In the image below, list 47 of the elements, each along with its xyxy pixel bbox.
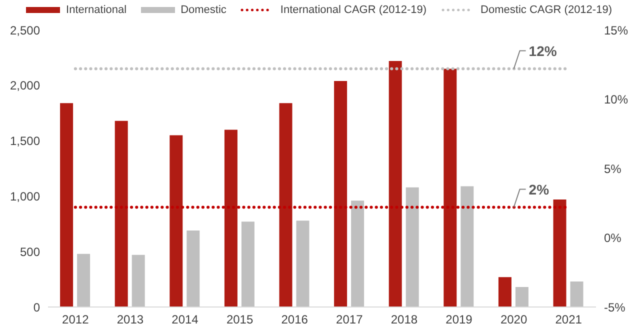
x-tick-label: 2018	[390, 312, 418, 327]
y2-tick-label: 5%	[604, 162, 622, 176]
bar	[406, 187, 419, 307]
bar	[170, 135, 183, 307]
annotation: 2%	[528, 181, 550, 198]
x-tick-label: 2014	[172, 312, 199, 327]
legend-label: Domestic	[180, 4, 226, 16]
bar	[279, 103, 292, 307]
y-tick-label: 1,000	[10, 189, 40, 204]
legend-label: Domestic CAGR (2012-19)	[480, 4, 612, 16]
x-tick-label: 2016	[281, 312, 308, 327]
x-tick-label: 2021	[555, 312, 582, 327]
y-tick-label: 1,500	[10, 134, 40, 148]
bar	[114, 120, 128, 307]
bar	[515, 287, 528, 307]
y-tick-label: 2,000	[10, 78, 40, 93]
x-tick-label: 2019	[446, 312, 473, 327]
bar	[334, 80, 348, 307]
x-tick-label: 2015	[226, 312, 254, 327]
bar	[186, 230, 200, 307]
y-tick-label: 500	[20, 244, 40, 259]
bar	[444, 68, 457, 307]
y2-tick-label: 15%	[604, 23, 628, 38]
y-tick-label: 2,500	[10, 23, 40, 38]
bar	[460, 186, 474, 307]
y2-tick-label: 10%	[604, 92, 628, 107]
y2-tick-label: 0%	[604, 231, 622, 246]
bar	[241, 222, 254, 307]
y2-tick-label: -5%	[604, 300, 626, 314]
legend-label: International CAGR (2012-19)	[280, 4, 427, 16]
bar	[224, 130, 238, 307]
bar	[351, 200, 364, 307]
x-tick-label: 2013	[116, 312, 144, 327]
x-tick-label: 2020	[500, 312, 528, 327]
bar	[132, 254, 145, 307]
bar	[553, 200, 566, 307]
bar	[570, 282, 584, 307]
bar	[296, 220, 310, 307]
x-tick-label: 2017	[336, 312, 364, 327]
bar	[388, 61, 402, 307]
x-tick-label: 2012	[62, 312, 90, 327]
bar	[77, 254, 90, 307]
y-tick-label: 0	[33, 300, 40, 314]
annotation: 12%	[528, 42, 558, 59]
legend-label: International	[66, 4, 127, 16]
bar	[60, 103, 74, 307]
bar	[498, 277, 512, 307]
